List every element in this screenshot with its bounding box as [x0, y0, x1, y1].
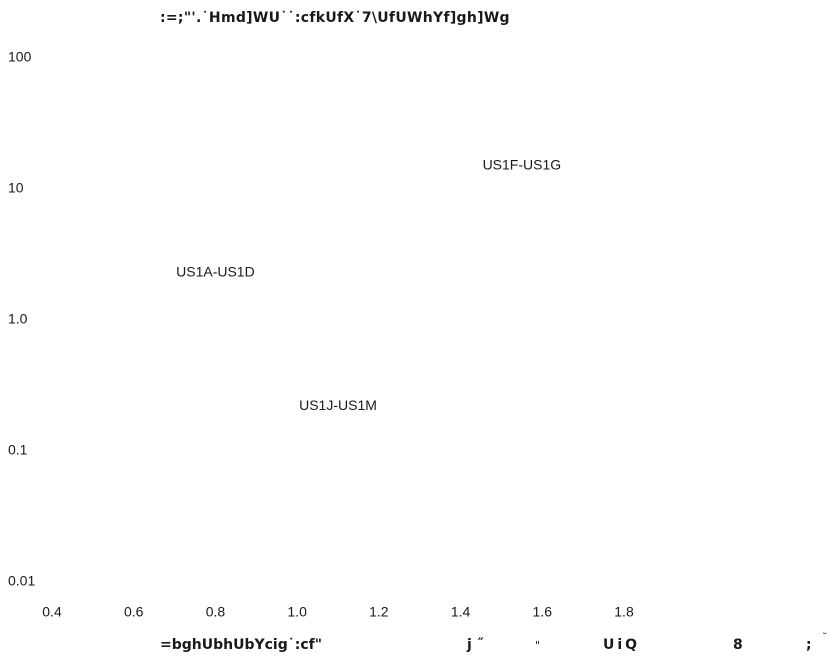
x-axis-label-part: =bghUbhUbYcig˙:cf" — [160, 637, 323, 653]
x-tick-labels: 0.4 0.6 0.8 1.0 1.2 1.4 1.6 1.8 — [42, 604, 634, 620]
annotation-label: US1J-US1M — [299, 397, 377, 413]
x-axis-label: =bghUbhUbYcig˙:cf" j ˝ " UiQ 8 ; ˘ — [0, 631, 833, 659]
annotation-label: US1A-US1D — [176, 263, 255, 279]
y-tick-label: 100 — [8, 49, 32, 65]
x-tick-label: 1.4 — [451, 604, 471, 620]
x-tick-label: 1.0 — [287, 604, 307, 620]
chart-annotations: US1F-US1G US1A-US1D US1J-US1M — [176, 157, 561, 413]
x-axis-label-part: " — [535, 639, 541, 652]
x-axis-label-part: 8 — [733, 637, 743, 653]
y-tick-labels: 100 10 1.0 0.1 0.01 — [8, 49, 35, 589]
x-axis-label-part: UiQ — [603, 637, 641, 653]
x-axis-label-part: j ˝ — [467, 637, 484, 653]
x-tick-label: 0.4 — [42, 604, 62, 620]
x-tick-label: 1.8 — [614, 604, 634, 620]
x-tick-label: 0.6 — [124, 604, 144, 620]
y-tick-label: 0.1 — [8, 442, 28, 458]
x-axis-label-part: ; — [806, 637, 812, 653]
y-tick-label: 1.0 — [8, 311, 28, 327]
y-tick-label: 10 — [8, 180, 24, 196]
x-axis-label-part: ˘ — [822, 631, 828, 644]
chart-title: :=;"'.˙Hmd]WU˙˙:cfkUfX˙7\UfUWhYf]gh]Wg — [160, 10, 510, 26]
x-tick-label: 1.2 — [369, 604, 389, 620]
annotation-label: US1F-US1G — [483, 157, 562, 173]
y-tick-label: 0.01 — [8, 573, 35, 589]
x-tick-label: 1.6 — [533, 604, 553, 620]
x-tick-label: 0.8 — [206, 604, 226, 620]
